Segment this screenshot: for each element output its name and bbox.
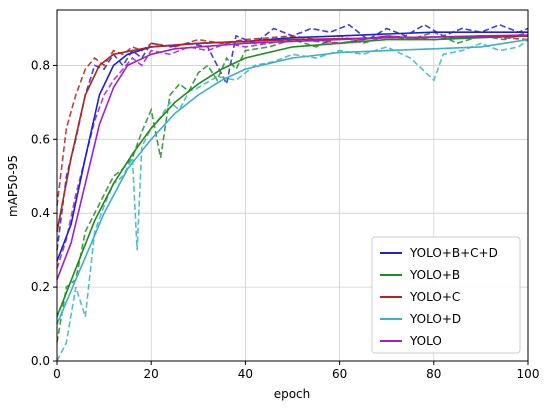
y-tick-label: 0.8 [31,58,50,72]
x-tick-label: 80 [426,367,441,381]
y-axis-label: mAP50-95 [6,155,20,217]
y-tick-label: 0.2 [31,280,50,294]
legend-label: YOLO [409,334,442,348]
legend-label: YOLO+B+C+D [409,246,498,260]
series-line-yolo [56,34,529,280]
x-tick-label: 100 [517,367,540,381]
series-raw-line-yolo-b [56,31,529,343]
plot-frame [56,9,529,362]
legend-label: YOLO+C [409,290,460,304]
y-axis-ticks: 0.0 0.2 0.4 0.6 0.8 [31,58,57,368]
series-line-yolo-b [56,35,529,317]
y-tick-label: 0.0 [31,354,50,368]
series-line-yolo-d [56,38,529,325]
y-tick-label: 0.4 [31,206,50,220]
legend-label: YOLO+D [409,312,461,326]
series-smoothed-group [56,31,529,325]
y-tick-label: 0.6 [31,132,50,146]
series-raw-line-yolo-d [56,38,529,362]
x-tick-label: 40 [238,367,253,381]
x-tick-label: 20 [144,367,159,381]
x-axis-label: epoch [274,387,311,401]
x-tick-label: 60 [332,367,347,381]
x-tick-label: 0 [53,367,61,381]
legend: YOLO+B+C+D YOLO+B YOLO+C YOLO+D YOLO [371,236,521,354]
legend-label: YOLO+B [409,268,460,282]
x-axis-ticks: 0 20 40 60 80 100 [53,361,539,381]
legend-box [371,236,521,354]
